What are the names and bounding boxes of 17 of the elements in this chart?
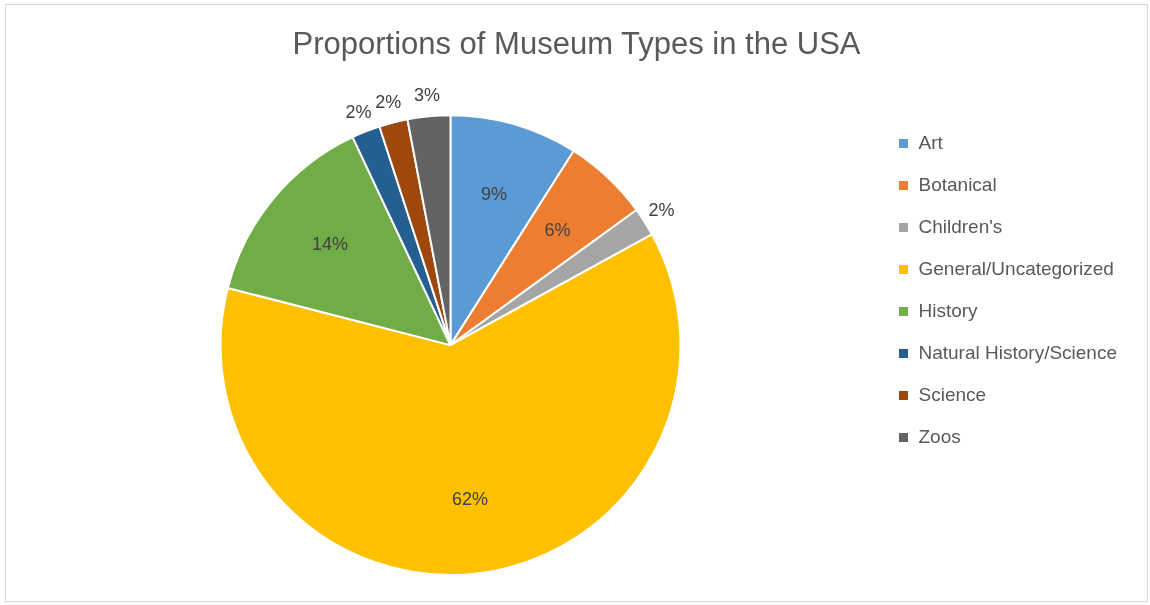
legend-label: Children's — [918, 215, 1003, 237]
data-label: 3% — [413, 85, 440, 106]
data-label: 62% — [452, 489, 489, 510]
data-label: 6% — [544, 220, 571, 241]
data-label: 14% — [312, 234, 349, 255]
chart-title: Proportions of Museum Types in the USA — [292, 26, 861, 62]
legend-label: Botanical — [918, 173, 997, 195]
legend-label: Natural History/Science — [918, 341, 1118, 363]
legend-label: Science — [918, 383, 987, 405]
legend-label: Zoos — [918, 425, 961, 447]
data-label: 2% — [648, 200, 675, 221]
data-label: 9% — [481, 183, 508, 204]
data-label: 2% — [345, 101, 372, 122]
legend-label: History — [918, 299, 979, 321]
legend-label: General/Uncategorized — [918, 257, 1114, 279]
legend-label: Art — [918, 131, 944, 153]
data-label: 2% — [375, 92, 402, 113]
